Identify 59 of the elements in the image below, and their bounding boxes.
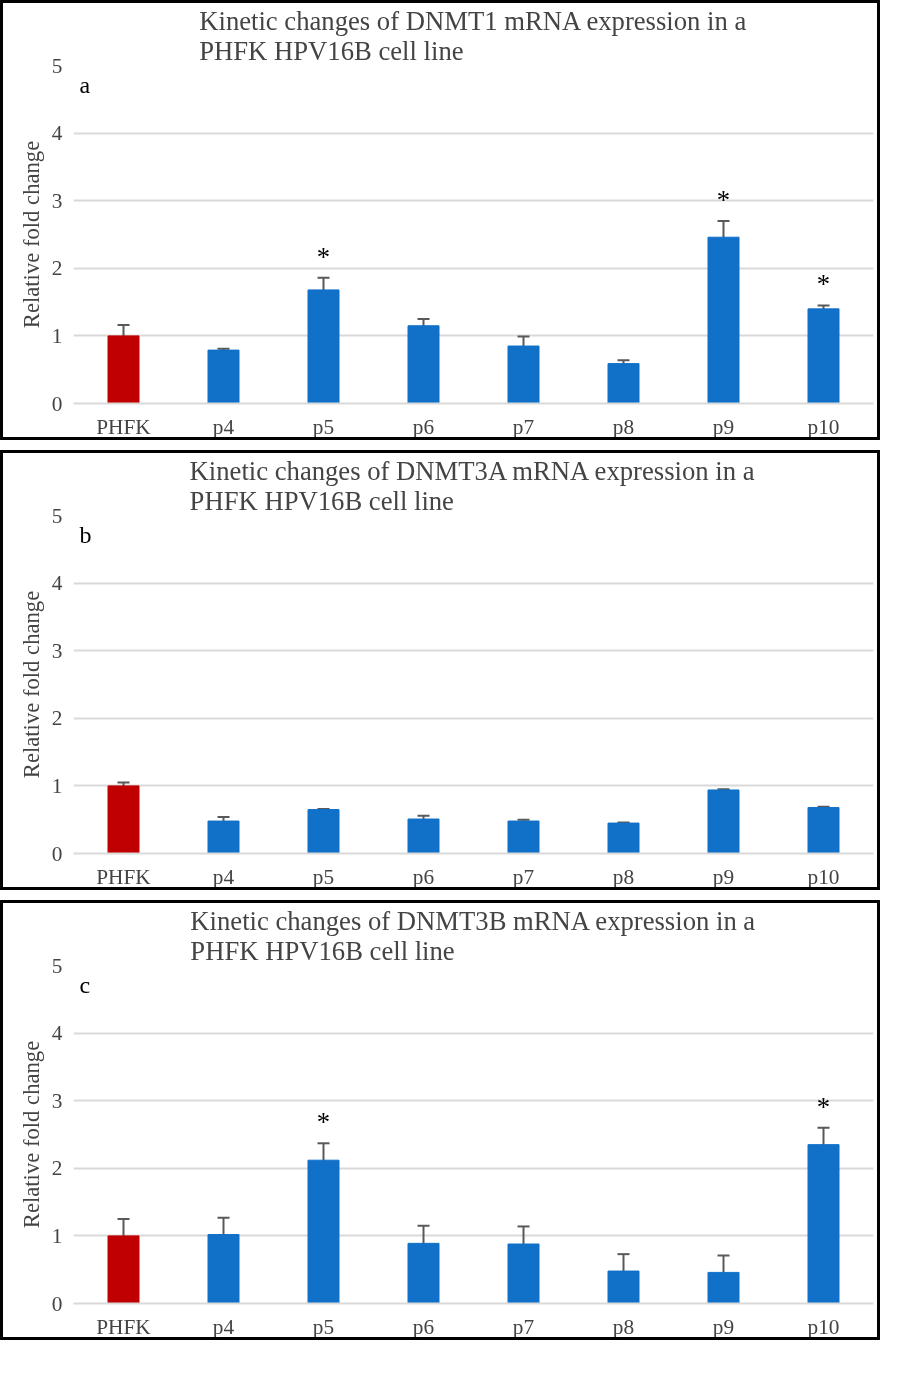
y-tick-label: 1 (51, 773, 63, 798)
bar (207, 1234, 240, 1304)
y-tick-label: 2 (51, 256, 63, 281)
annotation: b (79, 521, 92, 548)
bar (107, 785, 140, 854)
annotation: * (816, 269, 831, 300)
bar (107, 335, 140, 404)
chart-title: Kinetic changes of DNMT1 mRNA expression in a PHFK HPV16B cell line (199, 5, 747, 66)
annotation: c (79, 971, 91, 998)
y-tick-label: 3 (51, 188, 63, 213)
bar (507, 1243, 540, 1304)
y-tick-label: 5 (51, 953, 63, 978)
bar (607, 822, 640, 854)
bar (707, 789, 740, 854)
y-tick-label: 5 (51, 503, 63, 528)
bar (407, 1242, 440, 1304)
bar (607, 1270, 640, 1304)
annotation: * (316, 1107, 331, 1138)
y-tick-label: 4 (51, 571, 63, 596)
y-tick-label: 3 (51, 638, 63, 663)
annotation: * (716, 184, 731, 215)
y-axis-title: Relative fold change (18, 140, 44, 329)
bar (407, 325, 440, 404)
y-tick-label: 3 (51, 1088, 63, 1113)
bar (807, 1144, 840, 1304)
annotation: * (816, 1091, 831, 1122)
y-tick-label: 1 (51, 1223, 63, 1248)
bar (507, 820, 540, 854)
y-tick-label: 0 (51, 1291, 63, 1316)
x-tick-label: PHFK (96, 864, 152, 889)
y-tick-label: 2 (51, 1156, 63, 1181)
y-tick-label: 2 (51, 706, 63, 731)
bar (107, 1235, 140, 1304)
chart-title: Kinetic changes of DNMT3B mRNA expression in a PHFK HPV16B cell line (190, 905, 756, 966)
y-tick-label: 5 (51, 53, 63, 78)
x-tick-label: PHFK (96, 414, 152, 439)
bar (207, 349, 240, 404)
y-axis-title: Relative fold change (18, 590, 44, 779)
y-tick-label: 0 (51, 841, 63, 866)
chart-title: Kinetic changes of DNMT3A mRNA expression in a PHFK HPV16B cell line (189, 455, 755, 516)
y-tick-label: 4 (51, 121, 63, 146)
bar (307, 809, 340, 854)
bar (207, 820, 240, 854)
annotation: * (316, 241, 331, 272)
bar (807, 308, 840, 404)
x-tick-label: PHFK (96, 1314, 152, 1339)
bar (307, 1159, 340, 1304)
bar (707, 1271, 740, 1304)
bar (807, 807, 840, 854)
bar (407, 818, 440, 854)
bar (307, 289, 340, 404)
y-tick-label: 0 (51, 391, 63, 416)
y-tick-label: 4 (51, 1021, 63, 1046)
annotation: a (79, 71, 91, 98)
y-axis-title: Relative fold change (18, 1040, 44, 1229)
bar (707, 236, 740, 404)
bar (607, 363, 640, 404)
y-tick-label: 1 (51, 323, 63, 348)
bar (507, 345, 540, 404)
